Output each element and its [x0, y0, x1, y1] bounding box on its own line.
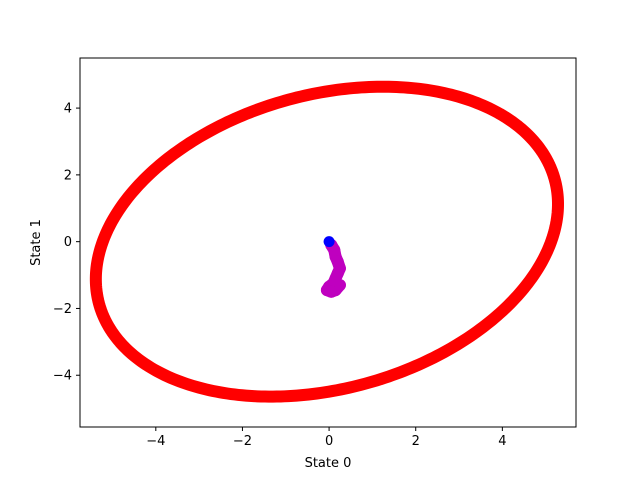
blue-point-series — [323, 236, 335, 248]
y-tick-label: 4 — [64, 102, 72, 117]
red-trajectory — [89, 80, 564, 403]
y-tick-label: −2 — [53, 302, 72, 317]
x-tick-label: −4 — [146, 434, 165, 449]
x-axis-label: State 0 — [305, 456, 352, 471]
axis-ticks: −4 −2 0 2 4 −4 −2 0 2 4 — [53, 102, 507, 449]
y-tick-label: 2 — [64, 168, 72, 183]
red-trajectory-series — [89, 80, 564, 403]
blue-point — [323, 236, 335, 248]
x-tick-label: 0 — [325, 434, 333, 449]
y-tick-label: 0 — [64, 235, 72, 250]
plot-frame — [79, 57, 577, 428]
magenta-trajectory-series — [320, 239, 346, 298]
x-tick-label: 2 — [412, 434, 420, 449]
x-tick-label: −2 — [233, 434, 252, 449]
y-axis-label: State 1 — [29, 219, 44, 266]
y-tick-label: −4 — [53, 369, 72, 384]
magenta-point — [333, 279, 346, 292]
x-tick-label: 4 — [498, 434, 506, 449]
